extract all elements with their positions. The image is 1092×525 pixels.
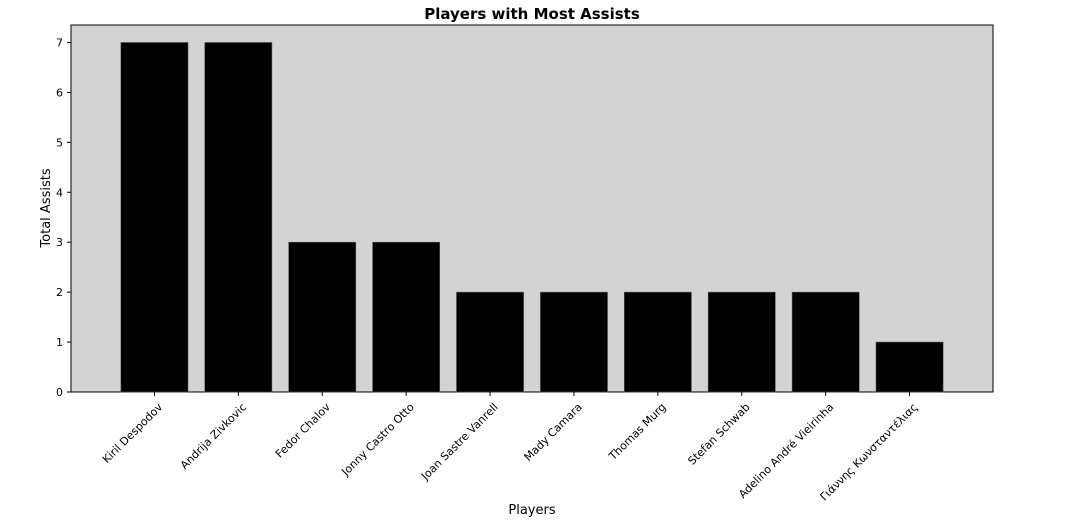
x-tick-label: Mady Camara <box>522 401 585 464</box>
x-axis-label: Players <box>508 503 555 518</box>
bar <box>120 42 189 393</box>
x-tick-label: Stefan Schwab <box>685 401 752 468</box>
y-tick-label: 4 <box>56 186 63 199</box>
x-tick-label: Adelino André Vieirinha <box>736 401 836 501</box>
y-axis: 0 1 2 3 4 5 6 7 <box>56 36 71 399</box>
bar <box>540 291 608 393</box>
bar <box>707 291 776 393</box>
bar <box>204 42 273 393</box>
x-tick-label: Kiril Despodov <box>100 400 166 466</box>
y-tick-label: 6 <box>56 86 63 99</box>
y-tick-label: 5 <box>56 136 63 149</box>
x-axis: Kiril Despodov Andrija Zivkovic Fedor Chal… <box>100 392 920 503</box>
bar <box>791 291 860 393</box>
x-tick-label: Jonny Castro Otto <box>338 400 417 479</box>
y-tick-label: 3 <box>56 236 63 249</box>
x-tick-label: Γιάννης Κωνσταντέλιας <box>818 401 921 504</box>
y-axis-label: Total Assists <box>39 168 54 248</box>
bar <box>456 291 524 393</box>
x-tick-label: Andrija Zivkovic <box>178 401 249 472</box>
bar <box>623 291 692 393</box>
y-tick-label: 1 <box>56 336 63 349</box>
x-tick-label: Fedor Chalov <box>273 400 333 460</box>
y-tick-label: 7 <box>56 36 63 49</box>
y-tick-label: 0 <box>56 386 63 399</box>
x-tick-label: Thomas Murg <box>606 401 669 464</box>
x-tick-label: Joan Sastre Vanrell <box>418 401 501 484</box>
bars-group <box>120 42 944 393</box>
bar <box>875 341 944 393</box>
bar <box>372 241 441 393</box>
chart-title: Players with Most Assists <box>424 5 640 23</box>
y-tick-label: 2 <box>56 286 63 299</box>
bar <box>288 241 357 393</box>
